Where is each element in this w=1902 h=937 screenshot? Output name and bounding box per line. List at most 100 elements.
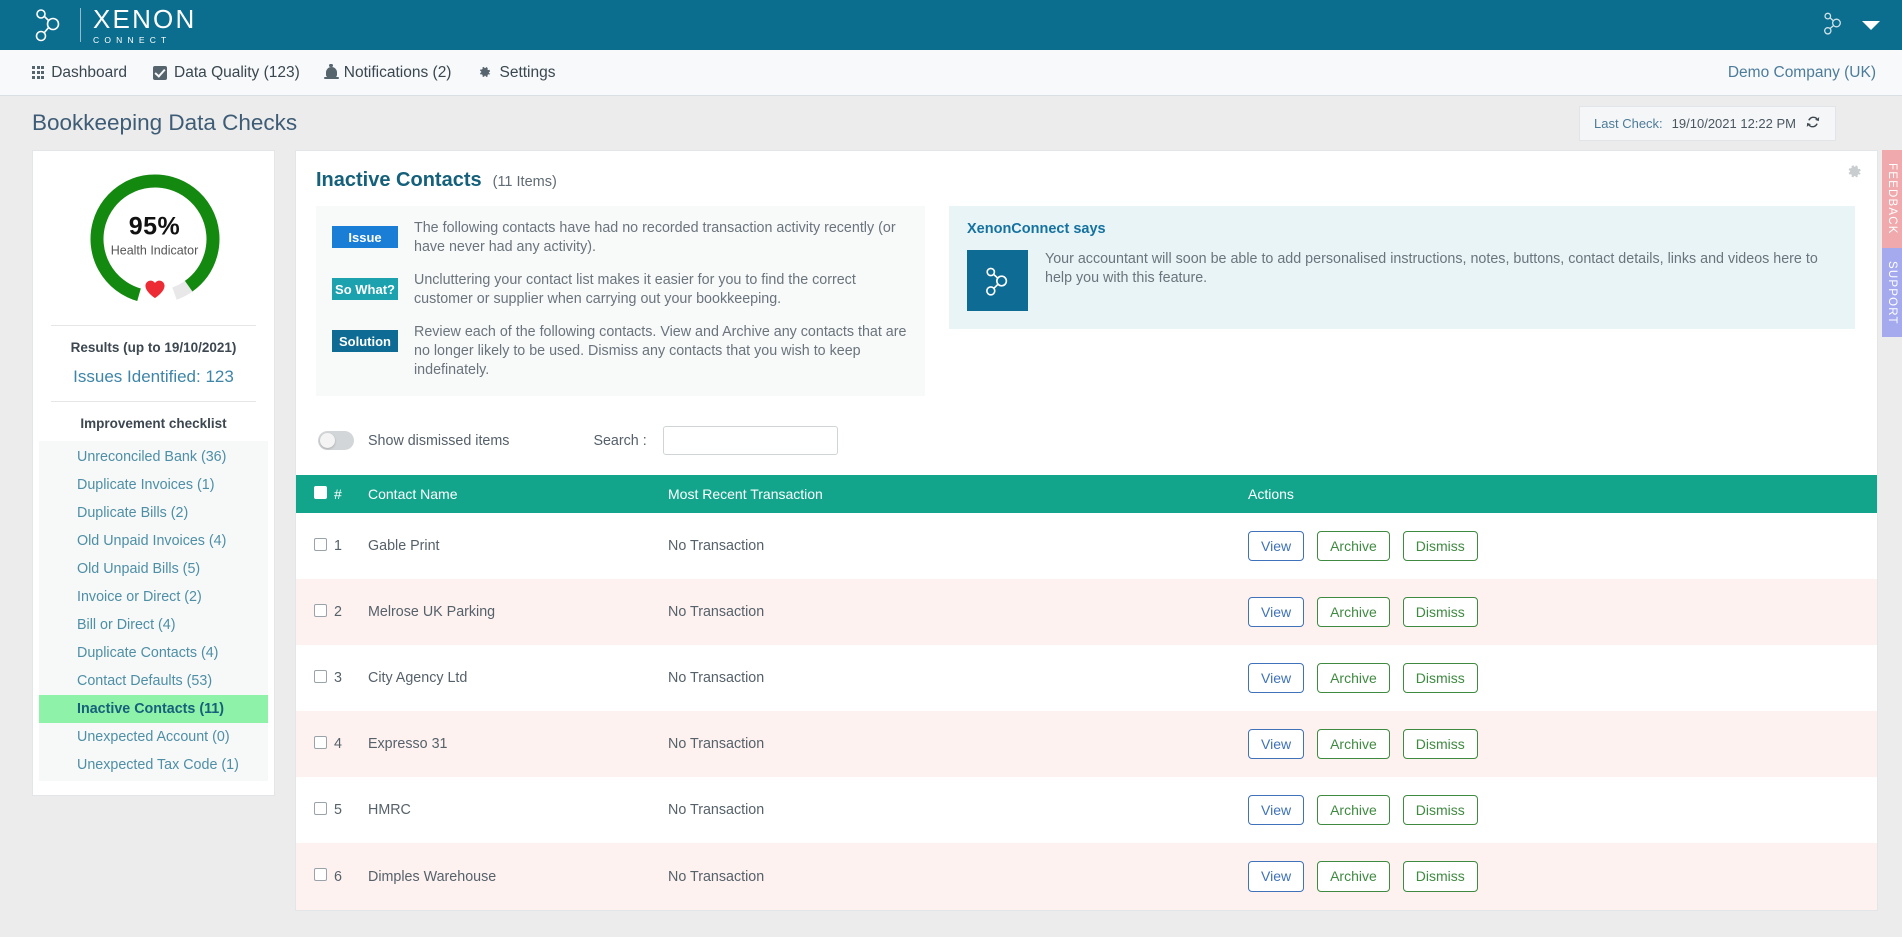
dismiss-button[interactable]: Dismiss <box>1402 729 1478 760</box>
sidebar-item-invoice-or-direct[interactable]: Invoice or Direct (2) <box>77 589 202 605</box>
sidebar-item-contact-defaults[interactable]: Contact Defaults (53) <box>77 673 213 689</box>
dismiss-button[interactable]: Dismiss <box>1402 597 1478 628</box>
feedback-tab[interactable]: FEEDBACK <box>1882 150 1902 248</box>
panel-settings-gear-icon[interactable] <box>1845 163 1863 181</box>
nav-item-data-quality[interactable]: Data Quality (123) <box>153 64 300 82</box>
row-actions: View Archive Dismiss <box>1248 579 1877 645</box>
issue-text-so-what: Uncluttering your contact list makes it … <box>414 272 856 307</box>
row-number: 3 <box>334 670 342 687</box>
sidebar-item-inactive-contacts[interactable]: Inactive Contacts (11) <box>39 695 268 723</box>
row-checkbox[interactable] <box>314 537 327 551</box>
archive-button[interactable]: Archive <box>1317 663 1390 694</box>
row-most-recent-transaction: No Transaction <box>668 604 765 621</box>
table-header: # Contact Name Most Recent Transaction A… <box>296 475 1877 513</box>
row-actions: View Archive Dismiss <box>1248 645 1877 711</box>
row-checkbox[interactable] <box>314 669 327 683</box>
dismiss-button[interactable]: Dismiss <box>1402 861 1478 892</box>
table-header-num[interactable]: # <box>334 475 368 513</box>
health-gauge: 95% Health Indicator <box>33 161 276 311</box>
view-button[interactable]: View <box>1248 663 1305 694</box>
row-checkbox-cell[interactable] <box>296 645 334 711</box>
row-actions: View Archive Dismiss <box>1248 513 1877 579</box>
table-row[interactable]: 4 Expresso 31 No Transaction View Archiv… <box>296 711 1877 778</box>
table-row[interactable]: 6 Dimples Warehouse No Transaction View … <box>296 843 1877 910</box>
row-most-recent-transaction: No Transaction <box>668 538 765 555</box>
page-title: Bookkeeping Data Checks <box>32 110 298 135</box>
sidebar-item-old-unpaid-bills[interactable]: Old Unpaid Bills (5) <box>77 561 201 577</box>
row-checkbox-cell[interactable] <box>296 843 334 909</box>
select-all-checkbox[interactable] <box>314 486 327 499</box>
badge-issue: Issue <box>332 226 398 248</box>
last-check-label: Last Check: <box>1594 115 1663 131</box>
sidebar-item-unexpected-tax-code[interactable]: Unexpected Tax Code (1) <box>77 757 239 773</box>
dismiss-button[interactable]: Dismiss <box>1402 531 1478 562</box>
company-selector[interactable]: Demo Company (UK) <box>1727 63 1876 81</box>
table-header-recent[interactable]: Most Recent Transaction <box>668 475 1248 513</box>
row-actions: View Archive Dismiss <box>1248 711 1877 777</box>
dismiss-button[interactable]: Dismiss <box>1402 795 1478 826</box>
support-tab[interactable]: SUPPORT <box>1882 247 1902 338</box>
row-most-recent-transaction: No Transaction <box>668 802 765 819</box>
row-most-recent-transaction: No Transaction <box>668 868 765 885</box>
badge-so-what: So What? <box>332 278 398 300</box>
grid-icon <box>32 66 45 79</box>
archive-button[interactable]: Archive <box>1317 861 1390 892</box>
table-row[interactable]: 2 Melrose UK Parking No Transaction View… <box>296 579 1877 646</box>
archive-button[interactable]: Archive <box>1317 729 1390 760</box>
row-checkbox-cell[interactable] <box>296 513 334 579</box>
archive-button[interactable]: Archive <box>1317 795 1390 826</box>
refresh-icon[interactable] <box>1805 114 1821 133</box>
sidebar-issues-identified[interactable]: Issues Identified: 123 <box>73 367 234 386</box>
row-checkbox-cell[interactable] <box>296 579 334 645</box>
issue-text-solution: Review each of the following contacts. V… <box>414 324 907 378</box>
says-xenon-node-logo-icon <box>967 250 1028 311</box>
table-header-name[interactable]: Contact Name <box>368 475 668 513</box>
panel-item-count: (11 Items) <box>492 174 557 190</box>
search-input[interactable] <box>662 426 838 455</box>
show-dismissed-toggle[interactable] <box>318 431 354 450</box>
table-row[interactable]: 1 Gable Print No Transaction View Archiv… <box>296 513 1877 580</box>
table-header-select-all[interactable] <box>296 475 334 513</box>
nav-item-settings[interactable]: Settings <box>477 64 556 82</box>
row-checkbox[interactable] <box>314 735 327 749</box>
row-actions: View Archive Dismiss <box>1248 843 1877 909</box>
sidebar-item-unreconciled-bank[interactable]: Unreconciled Bank (36) <box>77 449 227 465</box>
chevron-down-icon[interactable] <box>1862 20 1880 30</box>
view-button[interactable]: View <box>1248 795 1305 826</box>
nav-item-dashboard[interactable]: Dashboard <box>32 64 127 82</box>
dismiss-button[interactable]: Dismiss <box>1402 663 1478 694</box>
row-number: 2 <box>334 604 342 621</box>
sidebar-item-old-unpaid-invoices[interactable]: Old Unpaid Invoices (4) <box>77 533 227 549</box>
health-gauge-ring <box>90 174 219 304</box>
sidebar-item-unexpected-account[interactable]: Unexpected Account (0) <box>77 729 230 745</box>
row-checkbox[interactable] <box>314 868 327 882</box>
view-button[interactable]: View <box>1248 531 1305 562</box>
account-node-icon[interactable] <box>1820 10 1846 41</box>
view-button[interactable]: View <box>1248 597 1305 628</box>
sidebar-item-bill-or-direct[interactable]: Bill or Direct (4) <box>77 617 176 633</box>
archive-button[interactable]: Archive <box>1317 531 1390 562</box>
panel-title: Inactive Contacts <box>316 169 482 191</box>
row-most-recent-transaction: No Transaction <box>668 670 765 687</box>
sidebar-item-duplicate-bills[interactable]: Duplicate Bills (2) <box>77 505 189 521</box>
row-most-recent-transaction: No Transaction <box>668 736 765 753</box>
row-contact-name: Expresso 31 <box>368 736 448 753</box>
archive-button[interactable]: Archive <box>1317 597 1390 628</box>
sidebar-item-duplicate-invoices[interactable]: Duplicate Invoices (1) <box>77 477 215 493</box>
view-button[interactable]: View <box>1248 729 1305 760</box>
row-checkbox-cell[interactable] <box>296 777 334 843</box>
row-number: 5 <box>334 802 342 819</box>
nav-item-notifications[interactable]: Notifications (2) <box>323 64 451 82</box>
sidebar-checklist: Unreconciled Bank (36) Duplicate Invoice… <box>39 441 268 781</box>
row-actions: View Archive Dismiss <box>1248 777 1877 843</box>
last-check-badge[interactable]: Last Check: 19/10/2021 12:22 PM <box>1579 105 1836 141</box>
row-checkbox[interactable] <box>314 603 327 617</box>
row-checkbox-cell[interactable] <box>296 711 334 777</box>
show-dismissed-label: Show dismissed items <box>368 432 510 449</box>
brand-logo[interactable]: XENON CONNECT <box>30 6 196 45</box>
row-checkbox[interactable] <box>314 801 327 815</box>
table-row[interactable]: 3 City Agency Ltd No Transaction View Ar… <box>296 645 1877 712</box>
table-row[interactable]: 5 HMRC No Transaction View Archive Dismi… <box>296 777 1877 844</box>
sidebar-item-duplicate-contacts[interactable]: Duplicate Contacts (4) <box>77 645 219 661</box>
view-button[interactable]: View <box>1248 861 1305 892</box>
